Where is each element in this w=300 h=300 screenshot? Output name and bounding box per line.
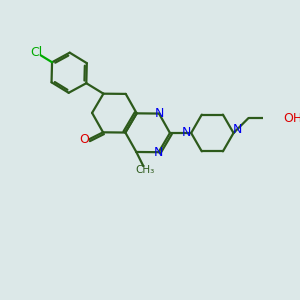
Text: Cl: Cl (30, 46, 43, 59)
Text: N: N (233, 123, 243, 136)
Text: N: N (154, 107, 164, 120)
Text: N: N (154, 146, 163, 159)
Text: OH: OH (284, 112, 300, 124)
Text: CH₃: CH₃ (136, 165, 155, 176)
Text: N: N (182, 127, 191, 140)
Text: O: O (79, 133, 89, 146)
